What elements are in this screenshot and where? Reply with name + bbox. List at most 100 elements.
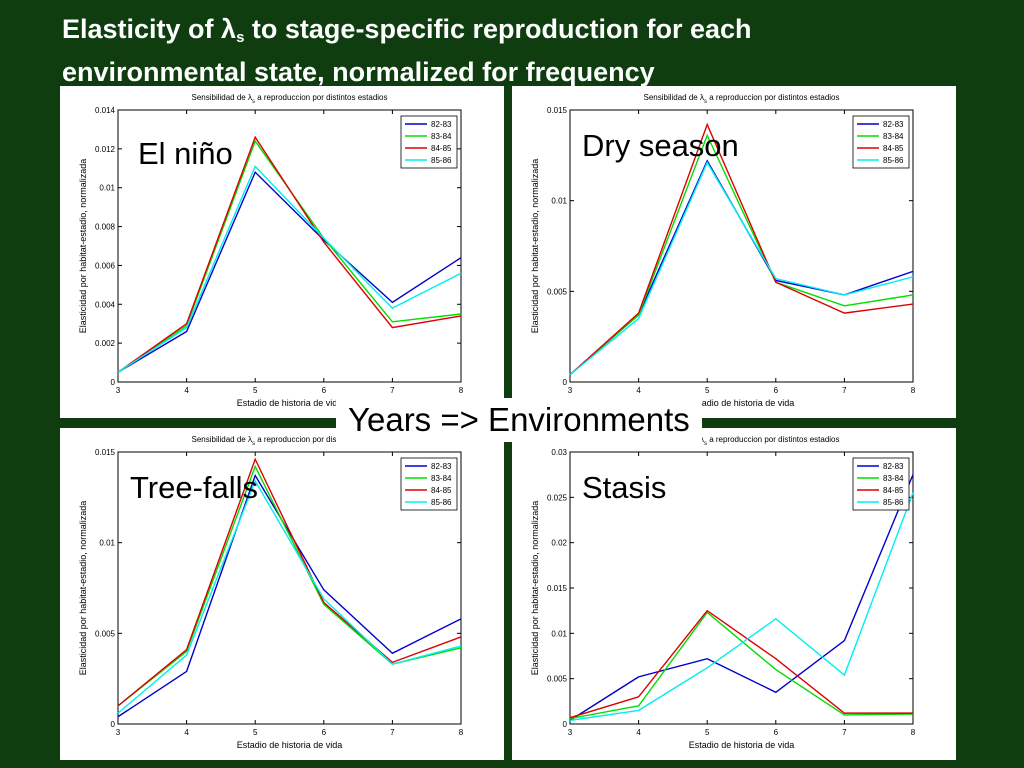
legend-entry: 83-84 xyxy=(883,132,904,141)
legend-entry: 82-83 xyxy=(883,120,904,129)
y-tick-label: 0.01 xyxy=(551,197,567,206)
x-tick-label: 8 xyxy=(459,728,464,737)
x-tick-label: 4 xyxy=(184,386,189,395)
x-tick-label: 6 xyxy=(322,386,327,395)
chart-el-nino: Sensibilidad de λs a reproduccion por di… xyxy=(78,93,464,408)
x-tick-label: 8 xyxy=(459,386,464,395)
chart-title: Sensibilidad de λs a reproduccion por di… xyxy=(191,93,387,105)
y-tick-label: 0.002 xyxy=(95,339,116,348)
chart-tree-falls: Sensibilidad de λs a reproduccion por di… xyxy=(78,435,464,750)
legend-entry: 84-85 xyxy=(883,486,904,495)
x-axis-label: Estadio de historia de vida xyxy=(689,740,795,750)
y-tick-label: 0.01 xyxy=(99,539,115,548)
y-axis-label: Elasticidad por habitat-estadio, normali… xyxy=(530,159,540,334)
title-subscript: s xyxy=(236,29,245,46)
series-line-85-86 xyxy=(117,165,462,373)
y-tick-label: 0.004 xyxy=(95,300,116,309)
x-tick-label: 5 xyxy=(705,728,710,737)
y-tick-label: 0.01 xyxy=(551,629,567,638)
x-tick-label: 4 xyxy=(184,728,189,737)
title-line1-pre: Elasticity of λ xyxy=(62,14,237,44)
x-tick-label: 3 xyxy=(568,386,573,395)
x-axis-label: Estadio de historia de vida xyxy=(237,740,343,750)
y-tick-label: 0.014 xyxy=(95,106,116,115)
y-axis-label: Elasticidad por habitat-estadio, normali… xyxy=(78,159,88,334)
x-tick-label: 6 xyxy=(774,728,779,737)
legend-entry: 84-85 xyxy=(431,486,452,495)
x-tick-label: 4 xyxy=(636,728,641,737)
chart-panel-dry-season: Sensibilidad de λs a reproduccion por di… xyxy=(512,86,956,418)
series-line-85-86 xyxy=(569,492,914,722)
x-tick-label: 6 xyxy=(322,728,327,737)
series-line-83-84 xyxy=(569,611,914,720)
x-tick-label: 7 xyxy=(842,728,847,737)
legend-entry: 83-84 xyxy=(431,132,452,141)
y-tick-label: 0.03 xyxy=(551,448,567,457)
series-line-85-86 xyxy=(117,479,462,714)
series-line-82-83 xyxy=(569,474,914,721)
chart-panel-tree-falls: Sensibilidad de λs a reproduccion por di… xyxy=(60,428,504,760)
panel-label-tree-falls: Tree-falls xyxy=(130,470,259,505)
y-tick-label: 0.008 xyxy=(95,223,116,232)
slide-title: Elasticity of λs to stage-specific repro… xyxy=(62,12,1002,89)
series-line-84-85 xyxy=(117,457,462,707)
series-line-84-85 xyxy=(569,122,914,376)
panel-label-stasis: Stasis xyxy=(582,470,667,505)
y-tick-label: 0.015 xyxy=(547,584,568,593)
series-line-83-84 xyxy=(569,133,914,376)
y-tick-label: 0.015 xyxy=(95,448,116,457)
y-tick-label: 0.012 xyxy=(95,145,116,154)
panel-label-el-nino: El niño xyxy=(138,136,233,171)
x-axis-label: Estadio de historia de vida xyxy=(237,398,343,408)
legend-entry: 85-86 xyxy=(431,498,452,507)
x-axis-label: Estadio de historia de vida xyxy=(689,398,795,408)
y-tick-label: 0 xyxy=(111,378,116,387)
y-tick-label: 0.005 xyxy=(95,629,116,638)
legend-entry: 85-86 xyxy=(431,156,452,165)
y-axis-label: Elasticidad por habitat-estadio, normali… xyxy=(530,501,540,676)
x-tick-label: 5 xyxy=(705,386,710,395)
chart-title: Sensibilidad de λs a reproduccion por di… xyxy=(643,93,839,105)
chart-stasis: Sensibilidad de λs a reproduccion por di… xyxy=(530,435,916,750)
x-tick-label: 8 xyxy=(911,386,916,395)
series-line-82-83 xyxy=(117,473,462,718)
y-tick-label: 0 xyxy=(111,720,116,729)
legend-entry: 82-83 xyxy=(431,462,452,471)
years-environments-banner: Years => Environments xyxy=(336,398,702,442)
x-tick-label: 5 xyxy=(253,728,258,737)
legend-entry: 84-85 xyxy=(883,144,904,153)
legend-entry: 83-84 xyxy=(883,474,904,483)
x-tick-label: 5 xyxy=(253,386,258,395)
panel-label-dry-season: Dry season xyxy=(582,128,739,163)
legend-entry: 85-86 xyxy=(883,156,904,165)
legend-entry: 84-85 xyxy=(431,144,452,153)
title-line2: environmental state, normalized for freq… xyxy=(62,57,655,87)
y-tick-label: 0.005 xyxy=(547,287,568,296)
series-line-82-83 xyxy=(117,170,462,373)
y-axis-label: Elasticidad por habitat-estadio, normali… xyxy=(78,501,88,676)
legend-entry: 83-84 xyxy=(431,474,452,483)
y-tick-label: 0.01 xyxy=(99,184,115,193)
chart-panel-stasis: Sensibilidad de λs a reproduccion por di… xyxy=(512,428,956,760)
x-tick-label: 3 xyxy=(116,386,121,395)
x-tick-label: 7 xyxy=(390,728,395,737)
y-tick-label: 0 xyxy=(563,378,568,387)
legend-entry: 85-86 xyxy=(883,498,904,507)
legend-entry: 82-83 xyxy=(883,462,904,471)
y-tick-label: 0 xyxy=(563,720,568,729)
chart-panel-el-nino: Sensibilidad de λs a reproduccion por di… xyxy=(60,86,504,418)
x-tick-label: 8 xyxy=(911,728,916,737)
series-line-85-86 xyxy=(569,161,914,376)
y-tick-label: 0.006 xyxy=(95,261,116,270)
x-tick-label: 7 xyxy=(390,386,395,395)
title-line1-post: to stage-specific reproduction for each xyxy=(244,14,752,44)
legend-entry: 82-83 xyxy=(431,120,452,129)
y-tick-label: 0.025 xyxy=(547,493,568,502)
series-line-84-85 xyxy=(117,135,462,373)
x-tick-label: 6 xyxy=(774,386,779,395)
chart-title: Sensibilidad de λs a reproduccion por di… xyxy=(191,435,387,447)
x-tick-label: 3 xyxy=(568,728,573,737)
chart-dry-season: Sensibilidad de λs a reproduccion por di… xyxy=(530,93,916,408)
y-tick-label: 0.02 xyxy=(551,539,567,548)
x-tick-label: 4 xyxy=(636,386,641,395)
